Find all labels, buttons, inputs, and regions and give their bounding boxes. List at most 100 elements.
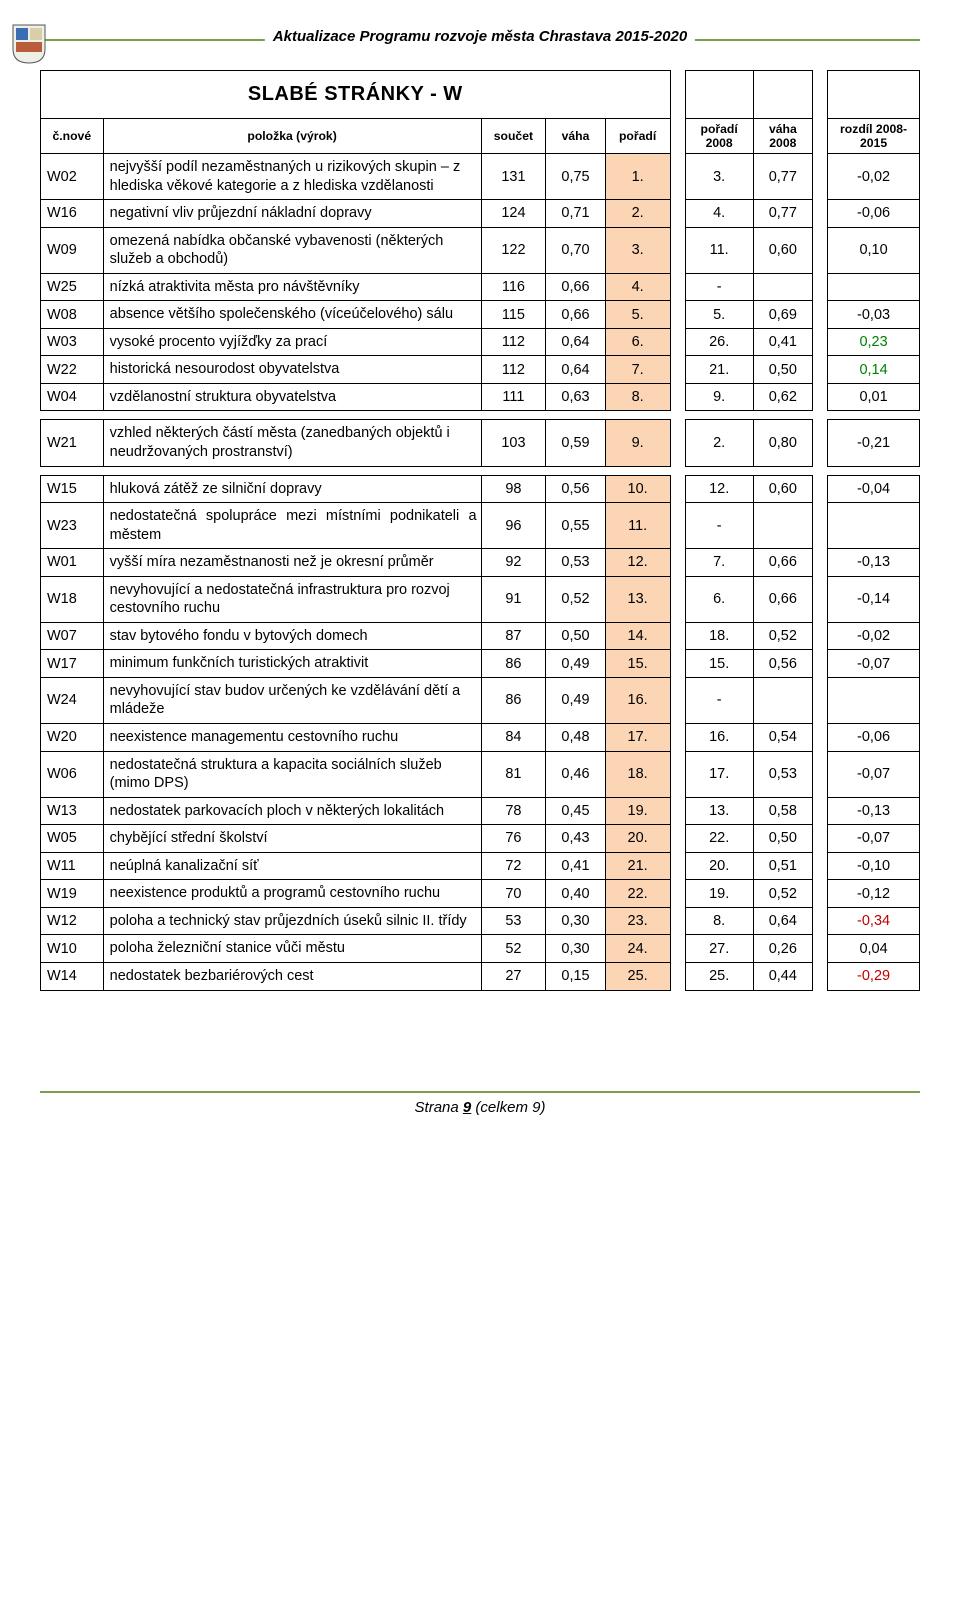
cell-label: neexistence managementu cestovního ruchu bbox=[103, 724, 481, 752]
cell-rozdil: 0,01 bbox=[828, 383, 920, 411]
cell-rozdil: 0,23 bbox=[828, 328, 920, 356]
table-row: W08absence většího společenského (víceúč… bbox=[41, 301, 920, 329]
col-poradi2008: pořadí 2008 bbox=[685, 119, 753, 154]
cell-poradi: 25. bbox=[605, 962, 670, 990]
cell-poradi: 22. bbox=[605, 880, 670, 908]
cell-poradi: 4. bbox=[605, 273, 670, 301]
cell-poradi: 10. bbox=[605, 475, 670, 503]
cell-v2008: 0,69 bbox=[753, 301, 812, 329]
cell-v2008: 0,77 bbox=[753, 200, 812, 228]
table-row: W03vysoké procento vyjížďky za prací1120… bbox=[41, 328, 920, 356]
table-row: W21vzhled některých částí města (zanedba… bbox=[41, 420, 920, 466]
cell-code: W03 bbox=[41, 328, 104, 356]
cell-vaha: 0,41 bbox=[546, 852, 605, 880]
cell-code: W20 bbox=[41, 724, 104, 752]
table-row: W25nízká atraktivita města pro návštěvní… bbox=[41, 273, 920, 301]
cell-code: W07 bbox=[41, 622, 104, 650]
cell-code: W08 bbox=[41, 301, 104, 329]
cell-p2008: 15. bbox=[685, 650, 753, 678]
cell-rozdil: 0,10 bbox=[828, 227, 920, 273]
cell-code: W01 bbox=[41, 549, 104, 577]
cell-poradi: 2. bbox=[605, 200, 670, 228]
cell-label: nízká atraktivita města pro návštěvníky bbox=[103, 273, 481, 301]
table-row: W15hluková zátěž ze silniční dopravy980,… bbox=[41, 475, 920, 503]
cell-label: poloha železniční stanice vůči městu bbox=[103, 935, 481, 963]
table-row: W07stav bytového fondu v bytových domech… bbox=[41, 622, 920, 650]
cell-poradi: 7. bbox=[605, 356, 670, 384]
cell-code: W06 bbox=[41, 751, 104, 797]
table-gap-row bbox=[41, 411, 920, 420]
cell-rozdil: -0,07 bbox=[828, 825, 920, 853]
table-row: W16negativní vliv průjezdní nákladní dop… bbox=[41, 200, 920, 228]
cell-soucet: 91 bbox=[481, 576, 546, 622]
cell-soucet: 122 bbox=[481, 227, 546, 273]
cell-poradi: 19. bbox=[605, 797, 670, 825]
footer-rule bbox=[40, 1091, 920, 1093]
cell-vaha: 0,48 bbox=[546, 724, 605, 752]
cell-poradi: 24. bbox=[605, 935, 670, 963]
cell-vaha: 0,66 bbox=[546, 273, 605, 301]
col-poradi: pořadí bbox=[605, 119, 670, 154]
cell-code: W11 bbox=[41, 852, 104, 880]
cell-p2008: - bbox=[685, 677, 753, 723]
cell-label: minimum funkčních turistických atraktivi… bbox=[103, 650, 481, 678]
cell-soucet: 112 bbox=[481, 356, 546, 384]
col-code: č.nové bbox=[41, 119, 104, 154]
cell-code: W19 bbox=[41, 880, 104, 908]
table-row: W10poloha železniční stanice vůči městu5… bbox=[41, 935, 920, 963]
cell-soucet: 98 bbox=[481, 475, 546, 503]
cell-rozdil: 0,04 bbox=[828, 935, 920, 963]
cell-soucet: 124 bbox=[481, 200, 546, 228]
cell-soucet: 27 bbox=[481, 962, 546, 990]
cell-poradi: 18. bbox=[605, 751, 670, 797]
footer-suffix: (celkem 9) bbox=[471, 1099, 545, 1116]
cell-rozdil: 0,14 bbox=[828, 356, 920, 384]
cell-rozdil: -0,14 bbox=[828, 576, 920, 622]
cell-code: W15 bbox=[41, 475, 104, 503]
cell-code: W22 bbox=[41, 356, 104, 384]
cell-p2008: 4. bbox=[685, 200, 753, 228]
cell-v2008: 0,50 bbox=[753, 825, 812, 853]
cell-soucet: 76 bbox=[481, 825, 546, 853]
cell-p2008: - bbox=[685, 503, 753, 549]
cell-code: W10 bbox=[41, 935, 104, 963]
cell-rozdil: -0,02 bbox=[828, 622, 920, 650]
cell-rozdil: -0,10 bbox=[828, 852, 920, 880]
cell-label: nedostatek parkovacích ploch v některých… bbox=[103, 797, 481, 825]
cell-poradi: 9. bbox=[605, 420, 670, 466]
cell-vaha: 0,30 bbox=[546, 907, 605, 935]
footer-page: 9 bbox=[463, 1099, 471, 1116]
cell-code: W18 bbox=[41, 576, 104, 622]
cell-label: chybějící střední školství bbox=[103, 825, 481, 853]
cell-code: W02 bbox=[41, 154, 104, 200]
col-label: položka (výrok) bbox=[103, 119, 481, 154]
cell-poradi: 21. bbox=[605, 852, 670, 880]
cell-v2008: 0,44 bbox=[753, 962, 812, 990]
col-soucet: součet bbox=[481, 119, 546, 154]
cell-p2008: 7. bbox=[685, 549, 753, 577]
cell-poradi: 11. bbox=[605, 503, 670, 549]
cell-soucet: 96 bbox=[481, 503, 546, 549]
cell-rozdil: -0,13 bbox=[828, 797, 920, 825]
cell-vaha: 0,71 bbox=[546, 200, 605, 228]
cell-v2008: 0,41 bbox=[753, 328, 812, 356]
cell-poradi: 23. bbox=[605, 907, 670, 935]
cell-v2008: 0,66 bbox=[753, 549, 812, 577]
cell-soucet: 131 bbox=[481, 154, 546, 200]
cell-soucet: 111 bbox=[481, 383, 546, 411]
crest-icon bbox=[12, 24, 46, 64]
footer-prefix: Strana bbox=[415, 1099, 463, 1116]
cell-vaha: 0,40 bbox=[546, 880, 605, 908]
table-row: W18nevyhovující a nedostatečná infrastru… bbox=[41, 576, 920, 622]
page-header: Aktualizace Programu rozvoje města Chras… bbox=[40, 20, 920, 60]
cell-v2008 bbox=[753, 677, 812, 723]
cell-label: hluková zátěž ze silniční dopravy bbox=[103, 475, 481, 503]
cell-soucet: 87 bbox=[481, 622, 546, 650]
cell-rozdil: -0,21 bbox=[828, 420, 920, 466]
cell-code: W16 bbox=[41, 200, 104, 228]
cell-soucet: 92 bbox=[481, 549, 546, 577]
cell-label: nevyhovující a nedostatečná infrastruktu… bbox=[103, 576, 481, 622]
cell-label: nevyhovující stav budov určených ke vzdě… bbox=[103, 677, 481, 723]
cell-rozdil: -0,06 bbox=[828, 200, 920, 228]
title-row: SLABÉ STRÁNKY - W bbox=[41, 71, 920, 119]
